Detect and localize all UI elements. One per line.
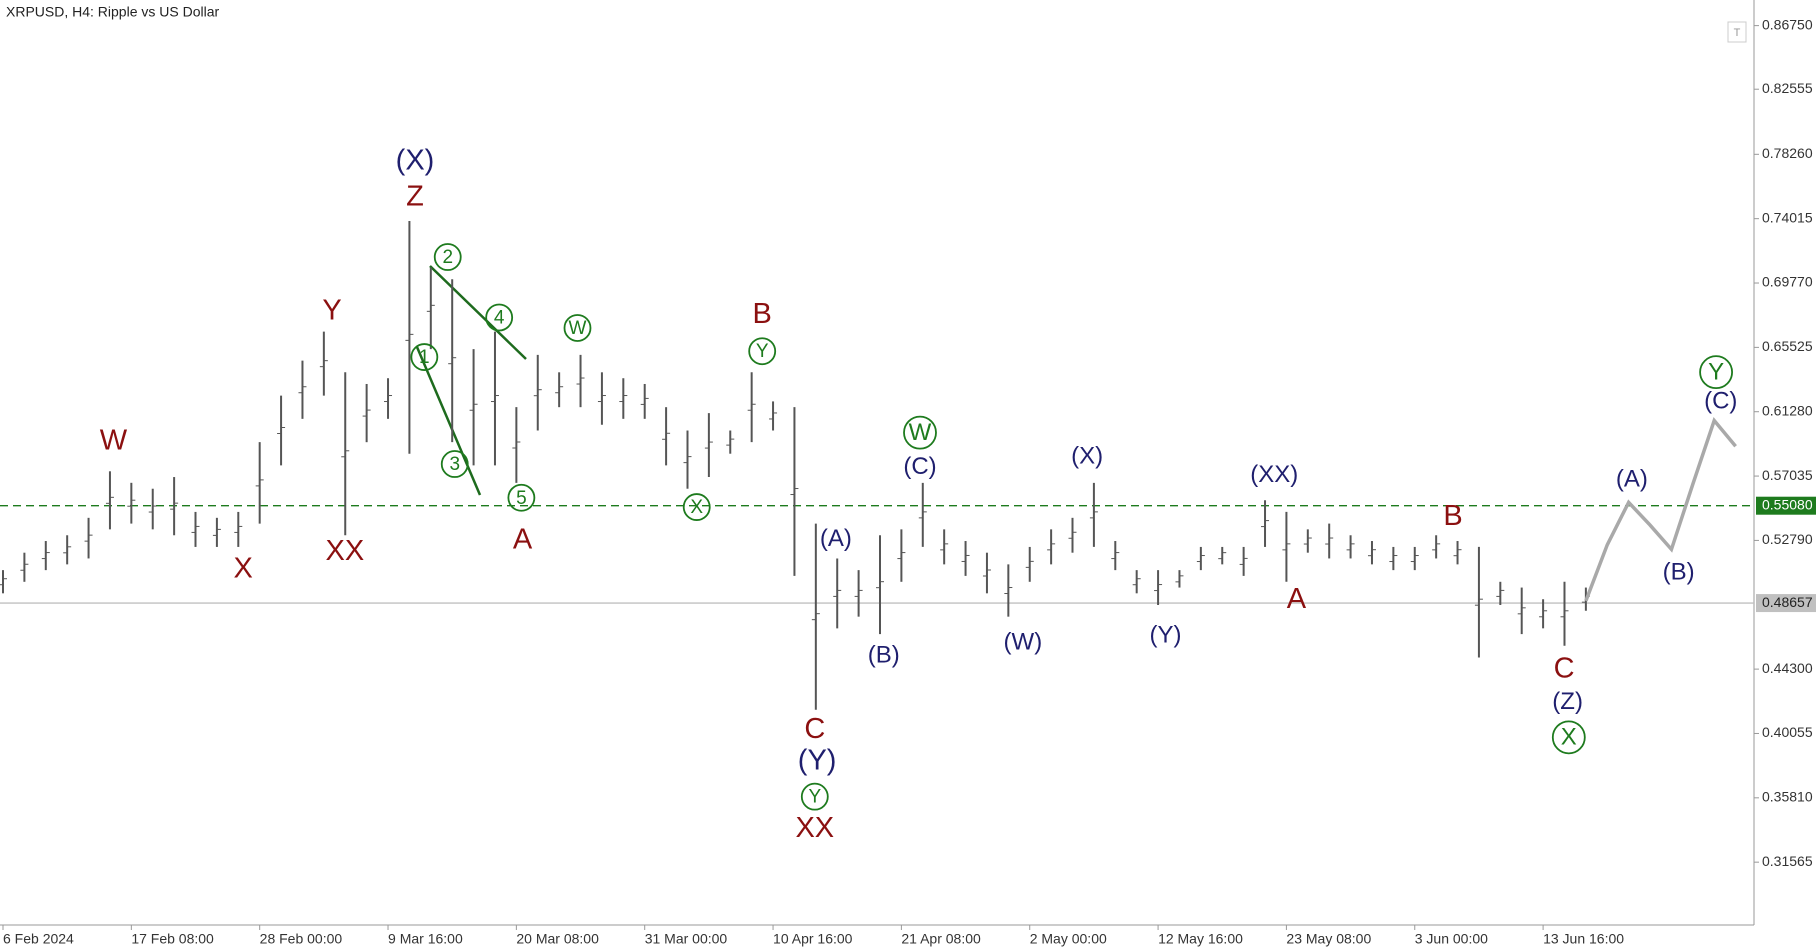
wave-label: Y xyxy=(756,341,769,362)
y-tick-label: 0.74015 xyxy=(1762,209,1813,225)
wave-label: XX xyxy=(795,812,834,844)
wave-label: (Y) xyxy=(798,744,837,776)
y-tick-label: 0.78260 xyxy=(1762,145,1813,161)
x-tick-label: 6 Feb 2024 xyxy=(3,931,74,947)
price-label-box xyxy=(1756,594,1816,613)
wave-circle xyxy=(433,243,462,271)
wave-circle xyxy=(410,343,439,371)
wave-label: (XX) xyxy=(1250,461,1298,488)
wave-label: W xyxy=(569,318,587,339)
wave-label: Y xyxy=(808,787,821,808)
wave-circle xyxy=(485,303,514,332)
wave-label: C xyxy=(1554,653,1575,685)
wave-label: (A) xyxy=(820,525,852,552)
wave-label: (C) xyxy=(1704,388,1737,415)
x-tick-label: 13 Jun 16:00 xyxy=(1543,931,1624,947)
toolbar-button[interactable] xyxy=(1727,21,1747,43)
y-tick-label: 0.61280 xyxy=(1762,402,1813,418)
wave-label: (B) xyxy=(1663,559,1695,586)
wave-circle xyxy=(748,337,777,366)
wave-label: 3 xyxy=(449,454,460,475)
x-tick-label: 3 Jun 00:00 xyxy=(1415,931,1488,947)
wave-circle xyxy=(682,493,711,521)
wave-label: (C) xyxy=(903,453,936,480)
wave-circle xyxy=(800,782,829,811)
wave-label: (A) xyxy=(1616,466,1648,493)
wave-label: XX xyxy=(326,535,365,567)
wave-circle xyxy=(1699,355,1733,390)
x-tick-label: 17 Feb 08:00 xyxy=(131,931,214,947)
wave-label: 1 xyxy=(419,347,430,368)
wave-label: X xyxy=(1561,724,1577,751)
x-tick-label: 28 Feb 00:00 xyxy=(260,931,343,947)
price-label-box xyxy=(1756,496,1816,515)
wave-label: Y xyxy=(322,294,341,326)
y-tick-label: 0.69770 xyxy=(1762,274,1813,290)
x-tick-label: 12 May 16:00 xyxy=(1158,931,1243,947)
x-tick-label: 10 Apr 16:00 xyxy=(773,931,853,947)
price-label: 0.48657 xyxy=(1762,594,1813,610)
y-tick-label: 0.52790 xyxy=(1762,531,1813,547)
x-tick-label: 20 Mar 08:00 xyxy=(516,931,599,947)
y-tick-label: 0.57035 xyxy=(1762,467,1813,483)
trend-line xyxy=(429,265,527,360)
y-tick-label: 0.40055 xyxy=(1762,724,1813,740)
wave-label: (B) xyxy=(868,641,900,668)
wave-circle xyxy=(563,314,592,342)
wave-label: (X) xyxy=(1071,442,1103,469)
wave-label: 4 xyxy=(494,308,505,329)
wave-label: W xyxy=(909,419,932,446)
wave-label: Y xyxy=(1708,359,1724,386)
wave-label: (X) xyxy=(396,144,435,176)
wave-label: B xyxy=(753,298,772,330)
wave-circle xyxy=(903,415,937,450)
wave-label: (Y) xyxy=(1149,622,1181,649)
wave-label: A xyxy=(1287,583,1307,615)
wave-label: 5 xyxy=(516,488,527,509)
y-tick-label: 0.65525 xyxy=(1762,338,1813,354)
x-tick-label: 31 Mar 00:00 xyxy=(645,931,728,947)
x-tick-label: 2 May 00:00 xyxy=(1030,931,1107,947)
y-tick-label: 0.44300 xyxy=(1762,660,1813,676)
x-tick-label: 23 May 08:00 xyxy=(1286,931,1371,947)
y-tick-label: 0.82555 xyxy=(1762,80,1813,96)
wave-label: X xyxy=(233,553,252,585)
y-tick-label: 0.31565 xyxy=(1762,853,1813,869)
wave-label: A xyxy=(513,523,533,555)
price-label: 0.55080 xyxy=(1762,496,1813,512)
wave-label: X xyxy=(690,497,703,518)
wave-label: 2 xyxy=(442,247,453,268)
wave-label: (Z) xyxy=(1552,688,1583,715)
wave-label: W xyxy=(100,425,128,457)
wave-circle xyxy=(1551,720,1586,755)
wave-circle xyxy=(440,450,469,478)
x-tick-label: 21 Apr 08:00 xyxy=(901,931,981,947)
wave-label: (W) xyxy=(1004,628,1043,655)
chart-title: XRPUSD, H4: Ripple vs US Dollar xyxy=(6,4,220,20)
x-tick-label: 9 Mar 16:00 xyxy=(388,931,463,947)
forecast-line xyxy=(1584,416,1737,602)
toolbar-icon[interactable]: T xyxy=(1734,27,1741,39)
wave-label: B xyxy=(1443,500,1462,532)
y-tick-label: 0.35810 xyxy=(1762,789,1813,805)
wave-circle xyxy=(507,483,536,512)
trend-line xyxy=(415,346,482,496)
wave-label: Z xyxy=(406,180,424,212)
wave-label: C xyxy=(804,713,825,745)
y-tick-label: 0.86750 xyxy=(1762,16,1813,32)
